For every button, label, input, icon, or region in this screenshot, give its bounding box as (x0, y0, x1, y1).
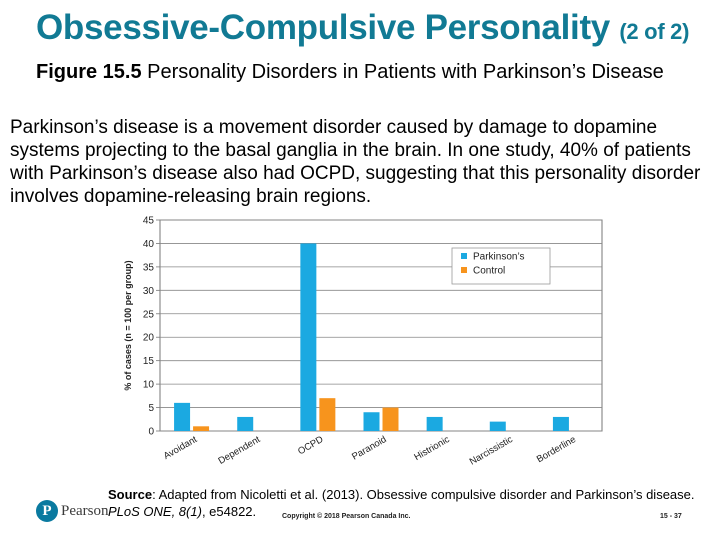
x-tick-label: Histrionic (412, 434, 452, 463)
copyright-notice: Copyright © 2018 Pearson Canada Inc. (282, 513, 411, 520)
personality-disorders-bar-chart: 0 5 10 15 20 25 30 35 40 45 % of cases (n = 100 pe… (123, 216, 603, 468)
legend-label: Parkinson’s (473, 252, 525, 263)
page-number: 15 - 37 (660, 513, 682, 520)
bar-parkinsons (174, 402, 191, 431)
x-tick-label: Avoidant (162, 434, 200, 462)
slide-title-main: Obsessive-Compulsive Personality (36, 8, 610, 47)
x-tick-label: Dependent (216, 434, 262, 467)
bar-parkinsons (426, 416, 443, 431)
y-tick-label: 20 (143, 333, 155, 344)
y-tick-label: 25 (143, 309, 155, 320)
source-tail: , e54822. (201, 504, 257, 519)
x-tick-label: Borderline (535, 434, 578, 465)
body-paragraph: Parkinson’s disease is a movement disord… (10, 117, 701, 207)
figure-label: Figure 15.5 (36, 61, 142, 83)
pearson-logo-text: Pearson (61, 502, 109, 519)
y-tick-label: 0 (148, 427, 154, 438)
source-text: : Adapted from Nicoletti et al. (2013). … (152, 487, 695, 502)
bar-control (382, 407, 399, 431)
legend-label: Control (473, 266, 505, 277)
y-tick-label: 35 (143, 262, 155, 273)
x-tick-label: OCPD (296, 434, 325, 457)
bar-parkinsons (552, 416, 569, 431)
x-tick-label: Narcissistic (468, 434, 515, 468)
y-tick-label: 5 (148, 403, 154, 414)
y-axis-label: % of cases (n = 100 per group) (123, 260, 133, 390)
bar-parkinsons (363, 412, 380, 431)
slide-title: Obsessive-Compulsive Personality (2 of 2… (36, 8, 689, 48)
y-tick-label: 40 (143, 239, 155, 250)
pearson-logo-icon: P (36, 500, 58, 522)
y-tick-label: 10 (143, 380, 155, 391)
source-journal: PLoS ONE, 8(1) (108, 504, 202, 519)
source-citation: Source: Adapted from Nicoletti et al. (2… (108, 486, 708, 520)
slide-title-suffix: (2 of 2) (619, 19, 690, 44)
x-tick-label: Paranoid (350, 434, 388, 463)
source-label: Source (108, 487, 153, 502)
y-tick-label: 15 (143, 356, 155, 367)
figure-caption: Figure 15.5 Personality Disorders in Pat… (36, 60, 676, 84)
bar-parkinsons (489, 421, 506, 431)
pearson-logo: P Pearson (36, 500, 109, 522)
legend-swatch (461, 267, 467, 273)
bar-parkinsons (237, 416, 254, 431)
figure-title: Personality Disorders in Patients with P… (147, 61, 664, 83)
bar-parkinsons (300, 243, 317, 431)
y-tick-label: 30 (143, 286, 155, 297)
legend-box (451, 247, 551, 285)
y-tick-label: 45 (143, 216, 155, 227)
bar-control (319, 398, 336, 431)
legend-swatch (461, 253, 467, 259)
bar-control (193, 426, 210, 431)
